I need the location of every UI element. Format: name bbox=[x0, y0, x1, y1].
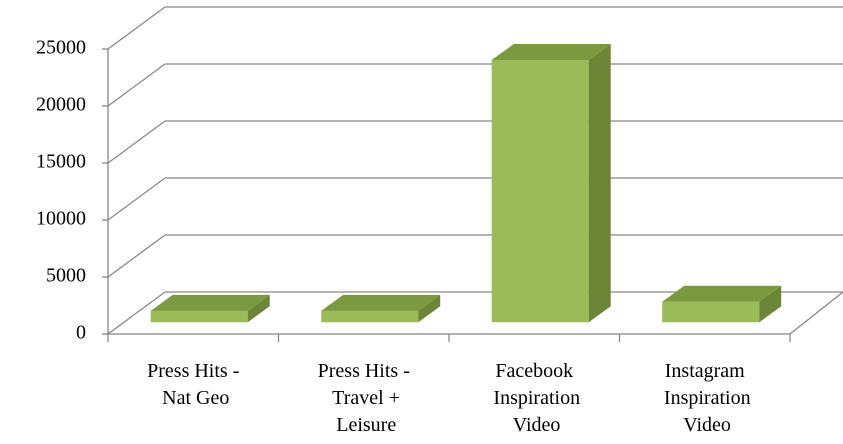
y-tick-label: 25000 bbox=[36, 37, 86, 59]
bar bbox=[491, 44, 611, 323]
bar-top bbox=[321, 294, 441, 311]
y-tick-label: 10000 bbox=[36, 208, 86, 230]
bar-top bbox=[150, 294, 270, 311]
grid-line bbox=[107, 6, 166, 50]
bar-side bbox=[418, 294, 441, 323]
y-tick-label: 0 bbox=[76, 322, 86, 344]
grid-line bbox=[107, 177, 166, 221]
bar-front bbox=[491, 60, 589, 323]
x-tick-label: Facebook Inspiration Video bbox=[488, 360, 580, 436]
bar-top bbox=[662, 285, 782, 302]
grid-line bbox=[107, 291, 166, 335]
y-tick-label: 5000 bbox=[46, 265, 86, 287]
bar bbox=[662, 285, 782, 323]
x-tick-label: Press Hits - Nat Geo bbox=[147, 360, 239, 409]
bar-side bbox=[588, 44, 611, 323]
bar bbox=[321, 294, 441, 323]
bar-side bbox=[247, 294, 270, 323]
x-tick-label: Press Hits - Travel + Leisure bbox=[318, 360, 410, 436]
x-tick-label: Instagram Inspiration Video bbox=[659, 360, 751, 436]
grid-line bbox=[107, 120, 166, 164]
grid-line bbox=[107, 234, 166, 278]
bar-top bbox=[491, 44, 611, 61]
bar bbox=[150, 294, 270, 323]
grid-line bbox=[107, 63, 166, 107]
floor-edge bbox=[789, 291, 843, 335]
y-tick-label: 20000 bbox=[36, 94, 86, 116]
bar-side bbox=[759, 285, 782, 323]
y-tick-label: 15000 bbox=[36, 151, 86, 173]
bar-front bbox=[662, 301, 760, 323]
bar-front bbox=[150, 310, 248, 323]
bar-front bbox=[321, 310, 419, 323]
